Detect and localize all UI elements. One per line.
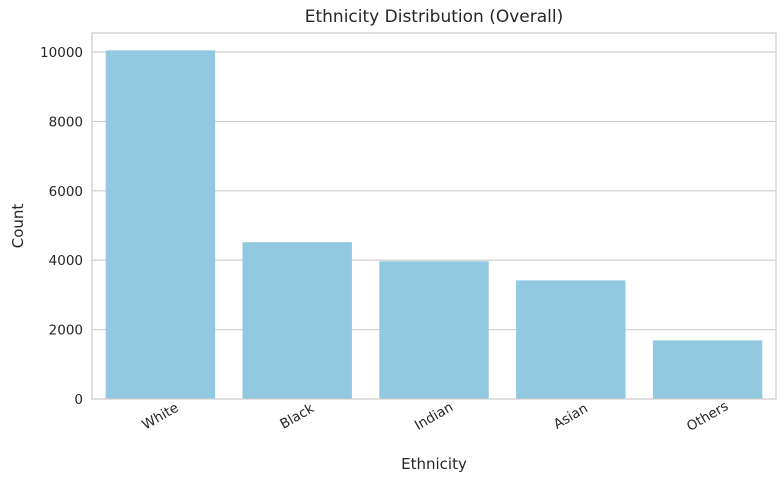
bar-indian (379, 261, 489, 399)
bar-asian (516, 280, 626, 399)
x-tick-labels: White Black Indian Asian Others (139, 398, 731, 435)
x-tick-label-asian: Asian (551, 400, 591, 432)
y-tick-label: 0 (74, 392, 83, 408)
y-tick-label: 2000 (49, 323, 83, 339)
plot-frame (91, 32, 777, 400)
x-tick-label-others: Others (684, 398, 731, 435)
y-axis-label: Count (9, 204, 27, 249)
x-tick-label-white: White (139, 400, 181, 433)
y-tick-label: 6000 (49, 184, 83, 200)
x-tick-label-black: Black (277, 400, 317, 432)
bar-black (242, 242, 352, 399)
x-axis-label: Ethnicity (401, 455, 467, 473)
chart-title: Ethnicity Distribution (Overall) (305, 7, 563, 27)
bar-white (105, 50, 216, 399)
y-tick-label: 10000 (40, 45, 83, 61)
y-tick-label: 4000 (49, 253, 83, 269)
bars (105, 50, 763, 399)
y-tick-label: 8000 (49, 114, 83, 130)
y-tick-labels: 0 2000 4000 6000 8000 10000 (40, 45, 83, 408)
bar-others (652, 340, 763, 399)
x-tick-label-indian: Indian (412, 399, 456, 434)
